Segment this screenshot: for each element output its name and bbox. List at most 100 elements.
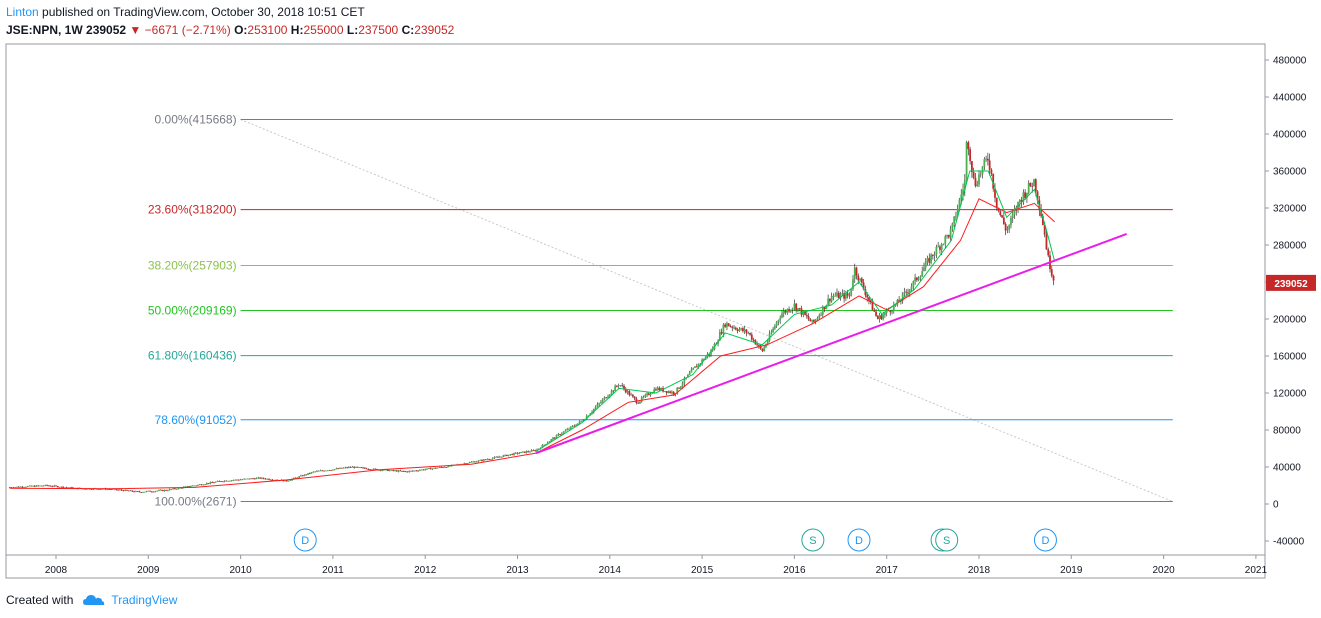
candle-body [207,483,210,484]
candle-body [917,278,920,281]
candle-body [979,173,982,175]
candle-body [110,489,112,491]
candle-body [733,327,735,329]
candle-body [557,434,560,435]
candle-body [688,372,691,375]
time-axis[interactable]: 2008 2009 2010 2011 2012 2013 2014 2015 2016 2017… [45,555,1268,576]
candle-body [720,332,723,334]
candle-body [813,319,815,322]
candle-body [731,326,734,328]
split-marker[interactable]: S [935,528,959,552]
candle-body [665,391,668,393]
price-axis[interactable]: 4800004400004000003600003200002800002400… [1265,56,1307,548]
candle-body [55,485,57,487]
dividend-marker[interactable]: D [1033,528,1057,552]
candle-body [594,406,597,409]
y-tick-label: -40000 [1273,537,1305,548]
candle-body [777,320,780,323]
tradingview-link[interactable]: TradingView [83,592,177,608]
event-circle [935,528,959,552]
candle-body [237,479,240,481]
candle-body [269,479,272,481]
candle-body [65,487,68,489]
candle-body [580,420,583,422]
candle-body [559,434,561,435]
candle-body [963,180,966,190]
candle-body [175,488,178,490]
trendline-drawing[interactable] [535,232,1128,455]
candle-body [931,254,934,256]
dividend-marker[interactable]: D [847,528,871,552]
candle-body [999,211,1002,216]
event-letter: D [1041,535,1049,547]
event-circle [293,528,317,552]
candle-body [976,184,979,187]
candle-body [321,470,324,472]
last-price-tag-label: 239052 [1274,279,1308,290]
support-trendline[interactable] [535,232,1128,455]
candle-body [852,279,854,290]
created-with-text: Created with [6,593,74,607]
candle-body [690,369,693,373]
candle-body [587,415,590,417]
candle-body [500,456,503,458]
candle-body [429,468,432,470]
candle-body [44,484,47,486]
candle-body [463,463,466,465]
candle-body [213,482,215,484]
candle-body [218,481,221,482]
candle-body [1013,209,1016,215]
event-markers[interactable]: DSDSSD [293,528,1057,552]
candle-body [333,469,336,470]
candle-body [188,486,191,487]
candle-body [394,470,396,472]
candle-body [695,366,698,368]
candle-body [170,489,173,491]
candle-body [363,467,366,469]
candle-body [504,454,506,456]
candle-body [642,396,645,398]
candle-body [287,480,290,482]
y-tick-label: 80000 [1273,426,1301,437]
fib-retracement[interactable]: 0.00%(415668) 23.60%(318200) 38.20%(257903… [148,113,1174,509]
candle-body [312,471,315,473]
candle-body [869,300,872,302]
candle-body [413,470,416,472]
candle-body [124,489,127,492]
candle-body [466,463,469,464]
candle-body [1031,185,1034,187]
candle-body [1047,249,1050,256]
candle-body [379,469,382,471]
candle-body [756,344,759,346]
dividend-marker[interactable]: D [293,528,317,552]
candle-body [940,244,943,250]
candle-body [649,393,652,395]
candle-body [791,308,794,310]
candle-body [844,293,847,299]
candle-body [773,326,776,329]
candle-body [10,487,13,489]
author-link[interactable]: Linton [6,5,39,19]
candle-body [411,470,414,472]
candle-body [216,481,219,482]
candle-body [19,486,22,488]
candle-body [372,468,375,470]
candle-body [301,475,304,477]
candle-body [488,459,490,461]
candle-body [166,490,169,492]
candle-body [122,490,125,492]
fib-level-label: 61.80%(160436) [148,349,237,363]
candle-body [1033,179,1035,187]
candle-body [90,489,93,490]
split-marker[interactable]: S [801,528,825,552]
candle-body [933,254,936,256]
x-tick-label: 2020 [1152,565,1175,576]
candle-body [866,295,869,298]
last-price: 239052 [86,23,127,37]
candle-body [35,485,38,487]
candle-body [330,469,333,471]
candle-body [168,489,171,491]
candle-body [67,487,70,489]
candle-body [811,319,814,322]
